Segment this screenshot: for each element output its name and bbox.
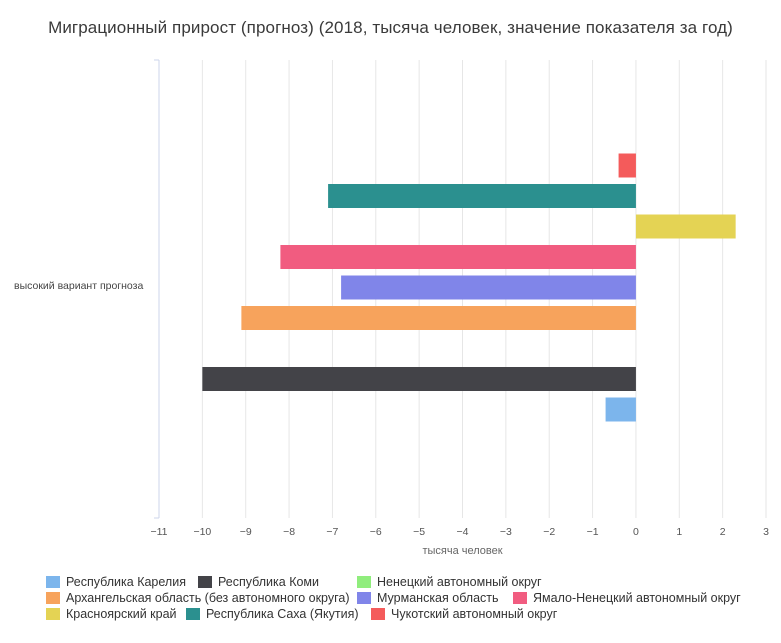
legend-swatch [46, 608, 60, 620]
legend-label: Ненецкий автономный округ [377, 575, 542, 589]
x-tick-label: −3 [500, 526, 512, 538]
x-tick-label: −9 [240, 526, 252, 538]
legend-item[interactable]: Республика Коми [198, 575, 319, 589]
bar-1 [605, 397, 636, 422]
x-tick-label: 2 [720, 526, 726, 538]
x-tick-label: 0 [633, 526, 639, 538]
x-tick-label: −1 [587, 526, 599, 538]
x-axis-title: тысяча человек [422, 545, 502, 557]
legend-swatch [357, 592, 371, 604]
x-tick-label: −10 [193, 526, 211, 538]
bar-5 [341, 275, 636, 300]
legend-item[interactable]: Республика Карелия [46, 575, 186, 589]
x-tick-label: −4 [457, 526, 469, 538]
x-tick-label: −8 [283, 526, 295, 538]
legend-swatch [46, 576, 60, 588]
legend-swatch [46, 592, 60, 604]
bar-4 [241, 306, 636, 330]
legend-item[interactable]: Мурманская область [357, 591, 499, 605]
bar-6 [280, 245, 636, 269]
x-tick-label: 1 [676, 526, 682, 538]
legend-label: Республика Саха (Якутия) [206, 607, 359, 621]
legend-item[interactable]: Ненецкий автономный округ [357, 575, 542, 589]
x-tick-label: 3 [763, 526, 769, 538]
legend-swatch [371, 608, 385, 620]
legend-label: Чукотский автономный округ [391, 607, 558, 621]
category-label: высокий вариант прогноза [14, 280, 143, 292]
bar-7 [635, 214, 736, 239]
legend-item[interactable]: Архангельская область (без автономного о… [46, 591, 350, 605]
legend-item[interactable]: Красноярский край [46, 607, 177, 621]
legend-item[interactable]: Республика Саха (Якутия) [186, 607, 359, 621]
legend-swatch [186, 608, 200, 620]
x-tick-label: −5 [413, 526, 425, 538]
bar-8 [328, 184, 636, 208]
legend-swatch [513, 592, 527, 604]
bar-2 [202, 367, 636, 391]
legend-item[interactable]: Ямало-Ненецкий автономный округ [513, 591, 741, 605]
x-tick-label: −7 [326, 526, 338, 538]
legend-swatch [357, 576, 371, 588]
legend-label: Красноярский край [66, 607, 177, 621]
legend-label: Ямало-Ненецкий автономный округ [533, 591, 741, 605]
legend-label: Архангельская область (без автономного о… [66, 591, 350, 605]
chart-title: Миграционный прирост (прогноз) (2018, ты… [48, 18, 733, 37]
legend-label: Республика Карелия [66, 575, 186, 589]
legend-item[interactable]: Чукотский автономный округ [371, 607, 557, 621]
legend-label: Мурманская область [377, 591, 499, 605]
x-tick-label: −2 [543, 526, 555, 538]
legend-swatch [198, 576, 212, 588]
legend-label: Республика Коми [218, 575, 320, 589]
x-tick-label: −6 [370, 526, 382, 538]
bar-9 [618, 153, 636, 178]
x-tick-label: −11 [150, 526, 167, 538]
